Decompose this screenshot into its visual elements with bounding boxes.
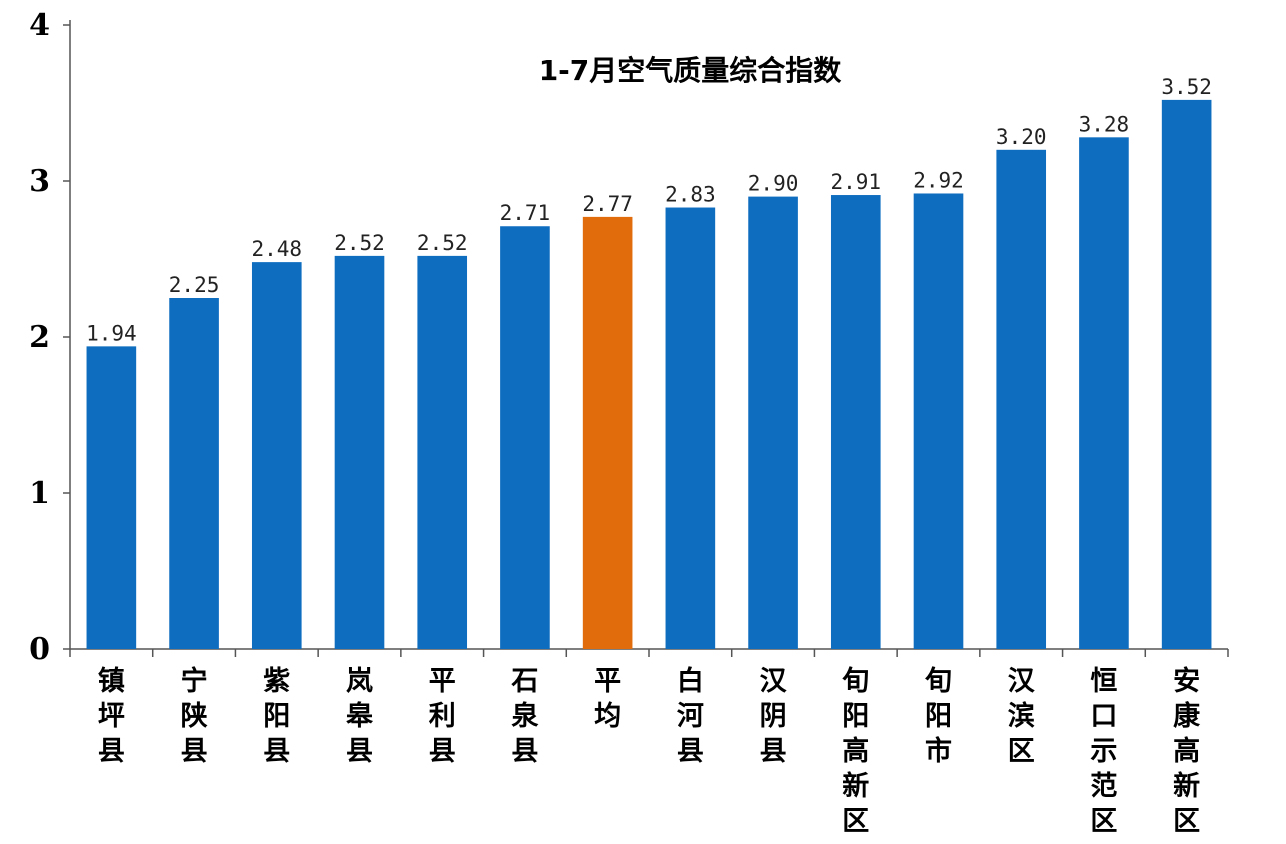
bar — [334, 255, 385, 649]
data-label: 2.83 — [665, 183, 716, 207]
bar — [169, 298, 219, 649]
data-label: 2.90 — [748, 172, 799, 196]
bar — [665, 207, 716, 649]
y-axis-ticks: 0 1 2 3 4 — [29, 8, 70, 667]
category-label: 安康高新区 — [1173, 666, 1201, 837]
y-tick-label: 3 — [29, 164, 50, 199]
data-label: 2.71 — [500, 201, 551, 225]
bar — [251, 262, 302, 649]
bar — [830, 195, 881, 650]
data-label: 2.48 — [251, 237, 302, 261]
bar — [1161, 99, 1212, 649]
axes — [69, 20, 1229, 657]
category-label: 平均 — [594, 666, 621, 732]
bar — [417, 255, 468, 649]
data-label: 1.94 — [86, 321, 137, 345]
category-label: 岚皋县 — [346, 666, 374, 767]
bar — [913, 193, 964, 650]
category-label: 汉滨区 — [1008, 666, 1036, 767]
data-label: 2.25 — [169, 273, 220, 297]
data-label: 3.28 — [1079, 112, 1130, 136]
category-labels: 镇坪县 宁陕县 紫阳县 岚皋县 平利县 石泉县 平均 白河县 汉阴县 旬阳高新区 旬阳市 汉滨区 恒口示… — [98, 665, 1201, 837]
category-label: 镇坪县 — [98, 666, 125, 767]
category-label: 紫阳县 — [263, 666, 290, 767]
data-label: 2.52 — [334, 231, 385, 255]
bar — [500, 226, 550, 650]
category-label: 平利县 — [429, 666, 456, 767]
data-label: 2.91 — [830, 170, 881, 194]
bar — [748, 196, 798, 649]
y-tick-label: 0 — [29, 632, 50, 667]
data-label: 2.77 — [582, 192, 633, 216]
y-tick-label: 4 — [29, 8, 50, 43]
data-label: 3.52 — [1161, 75, 1212, 99]
y-tick-label: 1 — [29, 476, 50, 511]
bar — [582, 216, 633, 649]
y-tick-label: 2 — [29, 320, 50, 355]
category-label: 汉阴县 — [760, 666, 788, 767]
data-labels: 1.94 2.25 2.48 2.52 2.52 2.71 2.77 2.83 2.90 2.91… — [86, 75, 1212, 345]
category-label: 旬阳高新区 — [841, 666, 869, 837]
bars — [86, 99, 1212, 650]
chart-title: 1-7月空气质量综合指数 — [539, 54, 843, 87]
category-label: 宁陕县 — [181, 665, 208, 767]
category-label: 旬阳市 — [924, 666, 952, 767]
bar — [996, 149, 1047, 650]
category-label: 白河县 — [677, 665, 704, 767]
bar — [1079, 137, 1129, 649]
bar — [86, 346, 137, 649]
category-label: 恒口示范区 — [1090, 666, 1117, 837]
data-label: 3.20 — [996, 125, 1047, 149]
data-label: 2.92 — [913, 168, 964, 192]
category-label: 石泉县 — [510, 666, 539, 767]
data-label: 2.52 — [417, 231, 468, 255]
